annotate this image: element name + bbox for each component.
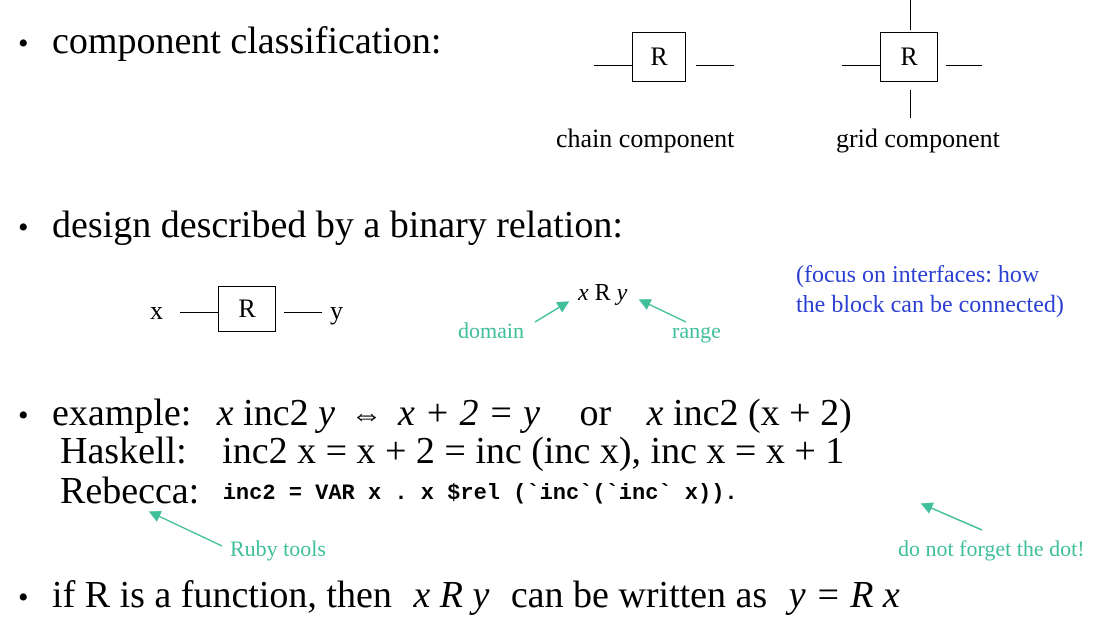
example-label: example:	[52, 392, 192, 434]
relation-x-label: x	[150, 296, 163, 325]
domain-arrow	[534, 301, 570, 323]
bullet-4: • if R is a function, then x R y can be …	[18, 576, 900, 614]
example-expr2: (x + 2)	[747, 392, 852, 434]
chain-component-box: R	[632, 32, 686, 82]
focus-note-line1: (focus on interfaces: how	[796, 262, 1040, 288]
dot-note-arrow	[920, 502, 983, 531]
bullet-symbol: •	[18, 211, 29, 244]
relation-y-label: y	[330, 296, 343, 325]
relation-box-label: R	[238, 294, 256, 323]
function-result: y = R x	[788, 574, 900, 616]
bullet-text-classification: component classification:	[52, 20, 442, 62]
bullet-1: • component classification:	[18, 22, 441, 60]
chain-left-wire	[594, 65, 632, 66]
haskell-label: Haskell:	[60, 430, 187, 472]
domain-label: domain	[458, 318, 524, 343]
grid-box-label: R	[900, 42, 918, 71]
grid-component-box: R	[880, 32, 938, 82]
function-middle: can be written as	[510, 574, 768, 616]
relation-left-wire	[180, 312, 218, 313]
example-line: • example: x inc2 y ⇔ x + 2 = y or x inc…	[18, 394, 852, 432]
relation-right-wire	[284, 312, 322, 313]
relation-expression: x R y	[578, 280, 627, 307]
grid-component-label: grid component	[836, 124, 1000, 153]
rebecca-label: Rebecca:	[60, 470, 200, 512]
bullet-symbol: •	[18, 399, 29, 432]
bullet-2: • design described by a binary relation:	[18, 206, 623, 244]
grid-left-wire	[842, 65, 880, 66]
chain-component-label: chain component	[556, 124, 735, 153]
dot-note: do not forget the dot!	[898, 536, 1085, 561]
bullet-symbol: •	[18, 27, 29, 60]
function-text: if R is a function, then	[52, 574, 392, 616]
rebecca-code: inc2 = VAR x . x $rel (`inc`(`inc` x)).	[222, 481, 738, 506]
example-or: or	[579, 392, 612, 434]
relation-r: R	[594, 280, 611, 306]
example-x2: x	[646, 392, 664, 434]
ruby-tools-note: Ruby tools	[230, 536, 326, 561]
example-x1: x	[216, 392, 234, 434]
relation-x: x	[578, 280, 589, 306]
bullet-symbol: •	[18, 581, 29, 614]
ruby-tools-arrow	[148, 511, 223, 547]
relation-y: y	[616, 280, 628, 306]
example-inc2b: inc2	[673, 392, 739, 434]
haskell-code: inc2 x = x + 2 = inc (inc x), inc x = x …	[222, 430, 845, 472]
grid-right-wire	[946, 65, 982, 66]
bullet-text-relation: design described by a binary relation:	[52, 204, 623, 246]
grid-bottom-wire	[910, 90, 911, 118]
example-iff: ⇔	[350, 396, 383, 432]
range-label: range	[672, 318, 721, 343]
chain-box-label: R	[650, 42, 668, 71]
range-arrow	[638, 299, 687, 323]
example-y1: y	[318, 392, 335, 434]
example-inc2: inc2	[243, 392, 309, 434]
haskell-line: Haskell: inc2 x = x + 2 = inc (inc x), i…	[60, 432, 844, 470]
function-xry: x R y	[413, 574, 490, 616]
chain-right-wire	[696, 65, 734, 66]
example-expr1: x + 2 = y	[397, 392, 541, 434]
rebecca-line: Rebecca: inc2 = VAR x . x $rel (`inc`(`i…	[60, 472, 738, 510]
grid-top-wire	[910, 0, 911, 30]
relation-component-box: R	[218, 286, 276, 332]
focus-note-line2: the block can be connected)	[796, 292, 1064, 318]
